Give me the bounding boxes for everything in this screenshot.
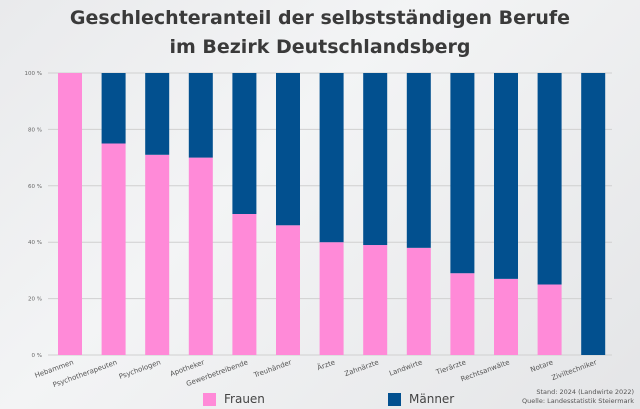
x-tick-label: Zahnärzte <box>343 358 379 378</box>
chart-subtitle: im Bezirk Deutschlandsberg <box>169 36 471 58</box>
legend-item-maenner: Männer <box>388 392 454 406</box>
y-tick-label: 80 % <box>28 127 42 133</box>
bar-frauen <box>406 247 431 355</box>
x-tick-label: Ärzte <box>316 357 336 372</box>
bar-frauen <box>319 242 344 355</box>
x-tick-label: Notare <box>529 358 554 374</box>
bar-frauen <box>145 154 170 355</box>
x-tick-label: Psychologen <box>118 358 162 381</box>
bar-maenner <box>406 73 431 248</box>
y-tick-label: 100 % <box>25 71 42 77</box>
x-tick-label: Landwirte <box>388 358 423 377</box>
x-tick-label: Treuhänder <box>252 358 293 379</box>
bar-maenner <box>581 73 606 355</box>
bar-maenner <box>363 73 388 246</box>
y-tick-label: 60 % <box>28 184 42 190</box>
legend-item-frauen: Frauen <box>203 392 265 406</box>
bar-frauen <box>101 143 126 355</box>
bar-maenner <box>494 73 518 279</box>
bar-frauen <box>363 245 388 355</box>
legend-label-maenner: Männer <box>409 392 455 406</box>
x-tick-label: Rechtsanwälte <box>460 358 511 383</box>
source-note: Stand: 2024 (Landwirte 2022) Quelle: Lan… <box>522 388 634 406</box>
bar-maenner <box>101 73 126 144</box>
legend-swatch-frauen <box>203 392 216 406</box>
bar-maenner <box>319 73 344 243</box>
bar-maenner <box>188 73 213 158</box>
bar-frauen <box>537 284 562 355</box>
legend-swatch-maenner <box>388 392 401 406</box>
bar-frauen <box>58 73 82 355</box>
bar-maenner <box>276 73 300 226</box>
bar-frauen <box>450 273 475 355</box>
note-stand: Stand: 2024 (Landwirte 2022) <box>536 388 634 396</box>
bar-maenner <box>537 73 562 285</box>
bar-maenner <box>145 73 170 155</box>
chart-title: Geschlechteranteil der selbstständigen B… <box>69 7 571 29</box>
y-tick-label: 20 % <box>28 297 42 303</box>
note-quelle: Quelle: Landesstatistik Steiermark <box>522 397 634 405</box>
y-tick-label: 40 % <box>28 240 42 246</box>
bar-maenner <box>232 73 257 214</box>
x-tick-label: Ziviltechniker <box>551 358 598 382</box>
bar-frauen <box>276 225 300 355</box>
bar-frauen <box>188 157 213 355</box>
bar-frauen <box>494 278 518 355</box>
legend-label-frauen: Frauen <box>224 392 265 406</box>
bar-maenner <box>450 73 475 274</box>
bar-frauen <box>232 214 257 355</box>
y-tick-label: 0 % <box>32 353 42 359</box>
